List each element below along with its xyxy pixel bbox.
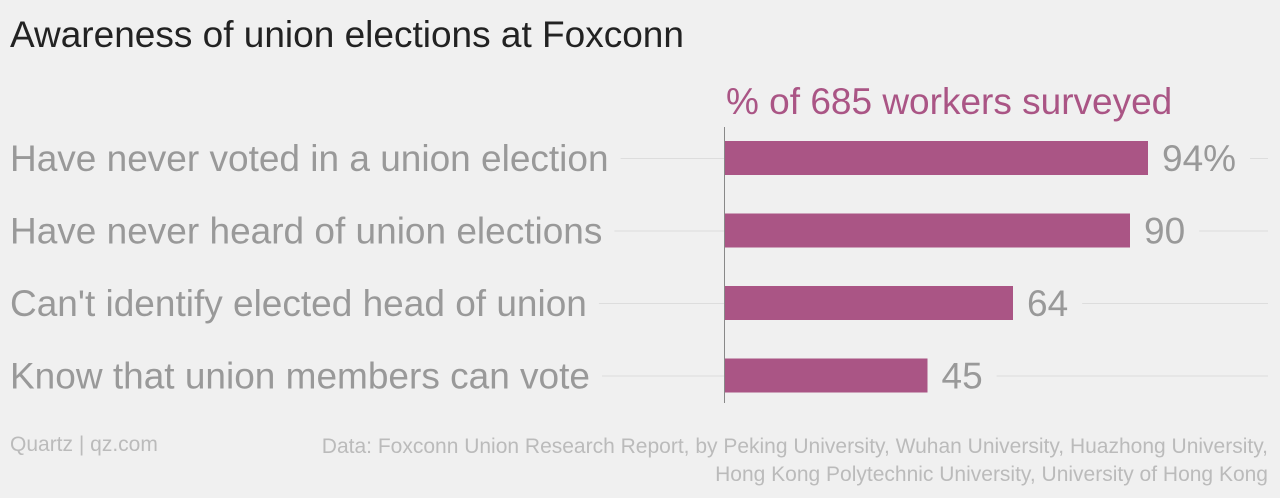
category-label: Know that union members can vote bbox=[10, 356, 590, 397]
chart-title: Awareness of union elections at Foxconn bbox=[10, 14, 684, 55]
footer-credit: Quartz | qz.com bbox=[10, 433, 158, 456]
bar bbox=[725, 286, 1013, 320]
category-label: Have never heard of union elections bbox=[10, 211, 602, 252]
bar bbox=[725, 358, 928, 393]
value-label: 94% bbox=[1162, 138, 1236, 179]
bar-chart: % of 685 workers surveyed Have never vot… bbox=[10, 81, 1268, 403]
footer-source: Data: Foxconn Union Research Report, by … bbox=[321, 435, 1268, 486]
value-label: 64 bbox=[1027, 283, 1068, 324]
value-label: 45 bbox=[942, 356, 983, 397]
category-label: Have never voted in a union election bbox=[10, 138, 609, 179]
bar bbox=[725, 141, 1148, 175]
category-label: Can't identify elected head of union bbox=[10, 283, 587, 324]
bar bbox=[725, 213, 1130, 248]
value-label: 90 bbox=[1144, 211, 1185, 252]
bar-rows: Have never voted in a union election 94% H… bbox=[10, 138, 1268, 397]
series-label: % of 685 workers surveyed bbox=[726, 81, 1172, 122]
